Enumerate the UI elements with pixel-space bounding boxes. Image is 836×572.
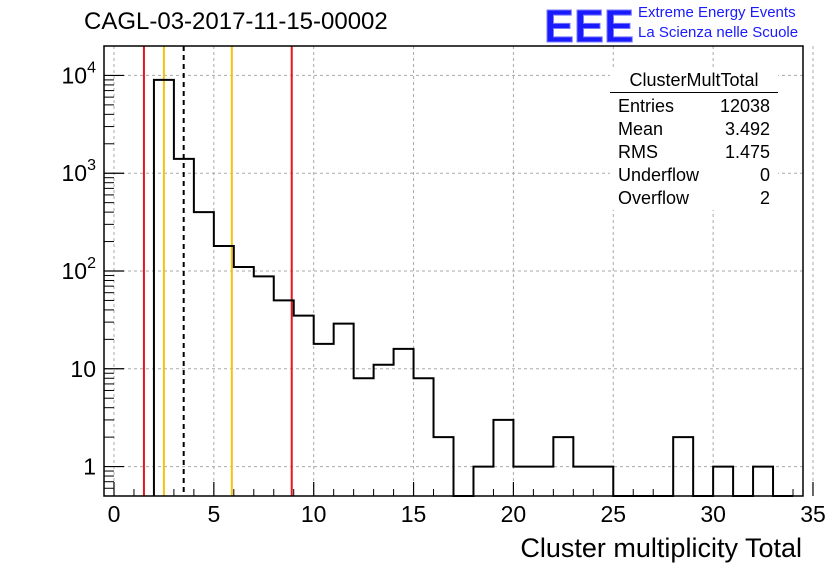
- x-axis-ticks: 0 5 10 15 20 25 30 35: [108, 482, 826, 527]
- stats-row-rms: RMS 1.475: [610, 141, 778, 164]
- stats-box: ClusterMultTotal Entries 12038 Mean 3.492 …: [610, 70, 778, 210]
- x-axis-label: Cluster multiplicity Total: [520, 533, 802, 563]
- stats-label: RMS: [618, 142, 658, 162]
- stats-value: 3.492: [724, 119, 770, 139]
- y-tick-label: 102: [62, 255, 97, 284]
- stats-row-entries: Entries 12038: [610, 95, 778, 118]
- x-tick-label: 20: [501, 501, 527, 527]
- logo-line-1: Extreme Energy Events: [638, 4, 796, 21]
- stats-title: ClusterMultTotal: [610, 70, 778, 93]
- marker-lines: [142, 46, 293, 496]
- chart-title: CAGL-03-2017-11-15-00002: [84, 8, 388, 35]
- x-tick-label: 0: [108, 501, 121, 527]
- svg-text:EEE: EEE: [544, 2, 634, 46]
- x-tick-label: 35: [800, 501, 826, 527]
- stats-row-mean: Mean 3.492: [610, 118, 778, 141]
- stats-label: Mean: [618, 119, 664, 139]
- histogram-outline: [152, 78, 794, 497]
- x-tick-label: 30: [700, 501, 726, 527]
- x-tick-label: 5: [207, 501, 220, 527]
- x-tick-label: 15: [401, 501, 427, 527]
- x-tick-label: 10: [301, 501, 327, 527]
- y-tick-label: 10: [70, 356, 96, 382]
- x-tick-label: 25: [600, 501, 626, 527]
- stats-row-overflow: Overflow 2: [610, 187, 778, 210]
- stats-label: Entries: [618, 96, 675, 116]
- stats-value: 2: [759, 188, 770, 208]
- stats-row-underflow: Underflow 0: [610, 164, 778, 187]
- y-tick-label: 103: [62, 157, 97, 186]
- y-tick-label: 104: [62, 59, 97, 88]
- eee-logo-icon: EEE: [544, 2, 635, 46]
- stats-label: Underflow: [618, 165, 700, 185]
- stats-value: 12038: [719, 96, 770, 116]
- logo-line-2: La Scienza nelle Scuole: [638, 24, 799, 41]
- stats-label: Overflow: [618, 188, 690, 208]
- y-tick-label: 1: [83, 454, 96, 480]
- y-axis-ticks: 1 10 102 103 104: [62, 59, 124, 497]
- stats-value: 0: [759, 165, 770, 185]
- stats-value: 1.475: [724, 142, 770, 162]
